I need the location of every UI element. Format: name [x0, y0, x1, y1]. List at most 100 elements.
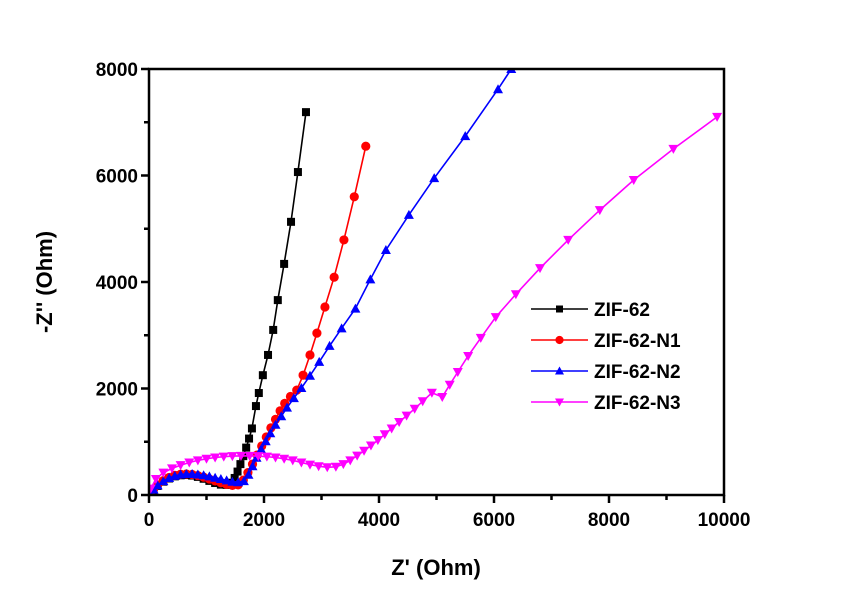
triangle-down-marker	[563, 235, 574, 245]
square-marker	[269, 325, 278, 334]
x-tick-label: 10000	[698, 510, 751, 531]
triangle-down-marker	[330, 462, 341, 472]
square-marker	[254, 389, 263, 398]
triangle-down-marker	[510, 290, 521, 300]
square-marker	[247, 424, 256, 433]
triangle-up-marker	[270, 419, 281, 429]
triangle-down-marker	[668, 144, 679, 154]
triangle-down-marker	[184, 458, 195, 468]
legend-label: ZIF-62-N3	[594, 393, 681, 414]
circle-marker	[298, 370, 308, 380]
triangle-down-marker	[426, 388, 437, 398]
triangle-up-marker	[265, 428, 276, 438]
triangle-down-marker	[279, 454, 290, 464]
triangle-down-marker	[270, 453, 281, 463]
triangle-down-marker	[490, 313, 501, 323]
triangle-up-marker	[198, 470, 209, 480]
series-zif-62-n3	[149, 112, 723, 494]
triangle-up-marker	[314, 356, 325, 366]
triangle-down-marker	[167, 464, 177, 474]
y-tick-label: 0	[127, 486, 138, 507]
triangle-up-marker	[243, 469, 254, 479]
y-axis: 0 2000 4000 6000 8000	[96, 60, 149, 507]
triangle-down-marker	[352, 451, 363, 461]
legend-label: ZIF-62	[594, 300, 650, 321]
legend-item: ZIF-62-N1	[531, 331, 681, 352]
triangle-down-marker	[628, 176, 639, 186]
series-line	[149, 146, 367, 494]
triangle-up-marker	[260, 436, 271, 446]
triangle-up-marker	[350, 303, 361, 313]
series-zif-62	[149, 108, 310, 495]
square-marker	[245, 434, 254, 443]
triangle-up-marker	[493, 84, 504, 94]
triangle-down-marker	[313, 462, 324, 472]
triangle-down-marker	[555, 398, 564, 407]
triangle-down-marker	[409, 404, 420, 414]
circle-marker	[339, 235, 349, 245]
circle-marker	[312, 328, 322, 338]
square-marker	[264, 350, 273, 359]
triangle-down-marker	[712, 112, 723, 122]
triangle-down-marker	[463, 352, 474, 362]
triangle-down-marker	[253, 452, 264, 462]
triangle-down-marker	[287, 456, 298, 466]
triangle-up-marker	[204, 471, 215, 481]
circle-marker	[555, 335, 564, 345]
circle-marker	[349, 192, 359, 202]
square-marker	[280, 259, 289, 268]
square-marker	[273, 296, 282, 305]
triangle-down-marker	[365, 441, 376, 451]
square-marker	[287, 217, 296, 226]
triangle-down-marker	[236, 451, 246, 461]
triangle-down-marker	[417, 397, 428, 407]
triangle-down-marker	[192, 456, 203, 466]
triangle-down-marker	[244, 451, 255, 461]
square-marker	[230, 473, 239, 482]
triangle-up-marker	[238, 476, 249, 486]
series-layer	[149, 69, 723, 495]
square-marker	[242, 443, 251, 452]
square-marker	[233, 467, 242, 476]
triangle-down-marker	[394, 418, 405, 428]
triangle-up-marker	[380, 245, 391, 255]
triangle-down-marker	[359, 446, 370, 456]
square-marker	[258, 371, 267, 380]
legend: ZIF-62 ZIF-62-N1 ZIF-62-N2 ZIF-62-N3	[531, 300, 681, 414]
square-marker	[556, 305, 563, 313]
triangle-up-marker	[365, 274, 376, 284]
y-tick-label: 2000	[96, 380, 138, 401]
triangle-up-marker	[460, 131, 471, 141]
plot-frame	[147, 67, 726, 497]
y-tick-label: 8000	[96, 60, 138, 81]
triangle-up-marker	[247, 461, 258, 471]
triangle-down-marker	[475, 333, 486, 343]
triangle-up-marker	[336, 323, 347, 333]
triangle-down-marker	[452, 367, 463, 377]
x-axis: 0 2000 4000 6000 8000 10000	[144, 495, 751, 531]
triangle-down-marker	[535, 264, 545, 274]
legend-item: ZIF-62-N2	[531, 362, 681, 383]
square-marker	[301, 108, 310, 117]
x-tick-label: 2000	[243, 510, 285, 531]
triangle-up-marker	[210, 472, 221, 482]
triangle-down-marker	[158, 468, 169, 478]
triangle-down-marker	[444, 380, 455, 390]
triangle-up-marker	[256, 444, 267, 454]
triangle-down-marker	[379, 430, 390, 440]
triangle-down-marker	[218, 452, 229, 462]
triangle-up-marker	[158, 476, 169, 486]
y-tick-label: 4000	[96, 273, 138, 294]
triangle-up-marker	[221, 475, 232, 485]
series-line	[149, 69, 512, 495]
triangle-down-marker	[437, 393, 448, 403]
triangle-up-marker	[288, 393, 299, 403]
triangle-down-marker	[175, 461, 186, 471]
legend-item: ZIF-62-N3	[531, 393, 681, 414]
triangle-up-marker	[403, 209, 414, 219]
triangle-down-marker	[594, 206, 605, 216]
x-tick-label: 4000	[358, 510, 400, 531]
series-zif-62-n1	[149, 141, 371, 495]
triangle-down-marker	[261, 452, 272, 462]
